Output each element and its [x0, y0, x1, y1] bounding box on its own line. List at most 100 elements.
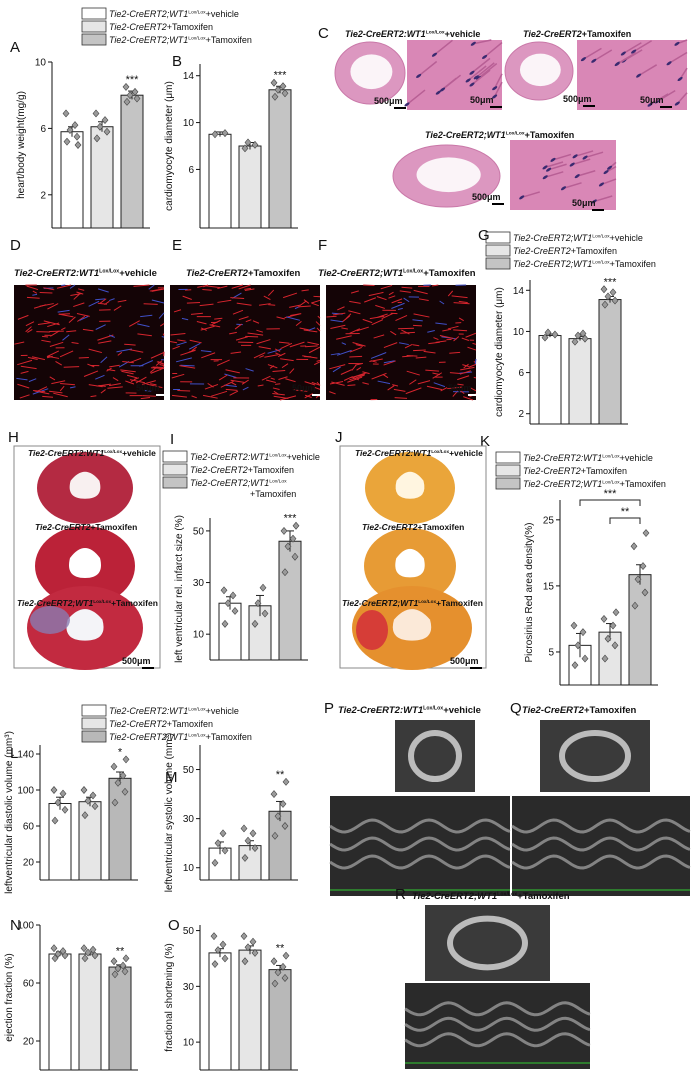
membrane [329, 364, 346, 370]
membrane [304, 393, 313, 399]
echo-trace [511, 836, 691, 852]
panel-letter: K [480, 433, 490, 450]
nucleus [647, 102, 653, 107]
data-point [254, 599, 262, 608]
bracket [579, 499, 641, 506]
membrane [124, 343, 136, 346]
genotype: Tie2-CreERT2 [362, 522, 418, 532]
y-tick-label: 25 [543, 515, 555, 526]
data-point [639, 562, 647, 571]
membrane [316, 381, 321, 386]
fiber [584, 151, 604, 159]
membrane [289, 341, 305, 348]
membrane [412, 344, 420, 347]
genotype: Tie2-CreERT2;WT1 [523, 479, 602, 489]
data-point [59, 947, 67, 956]
treatment: +vehicle [449, 448, 483, 458]
membrane [95, 374, 105, 380]
data-point [251, 844, 259, 853]
bar [108, 966, 132, 1071]
membrane [332, 366, 341, 373]
membrane [108, 298, 115, 302]
membrane [59, 385, 65, 392]
y-tick-label: 6 [518, 368, 524, 379]
membrane [173, 309, 182, 313]
membrane [356, 367, 362, 371]
data-point [51, 816, 59, 825]
data-point [612, 608, 620, 617]
data-point [110, 762, 118, 771]
membrane [190, 312, 203, 315]
significance: ** [276, 943, 285, 955]
error-bar [256, 594, 264, 617]
echo-trace [329, 854, 511, 870]
data-point [574, 331, 582, 340]
scale-label: 50μm [572, 198, 596, 208]
membrane [245, 319, 252, 323]
data-point [271, 979, 279, 988]
membrane [317, 315, 321, 319]
membrane [96, 383, 111, 387]
membrane [244, 288, 255, 291]
nucleus [416, 73, 422, 78]
treatment: +vehicle [287, 452, 320, 462]
membrane [261, 375, 271, 381]
nucleus [560, 186, 567, 191]
membrane [303, 299, 310, 304]
genotype-label: Tie2-CreERT2:WT1Lox/Lox+vehicle [28, 448, 156, 458]
membrane [158, 312, 165, 319]
y-axis-label: left ventricular rel. infarct size (%) [174, 515, 185, 663]
genotype-label: Tie2-CreERT2+Tamoxifen [190, 465, 294, 475]
membrane [98, 340, 112, 344]
membrane [214, 317, 223, 320]
y-tick-label: 50 [183, 926, 195, 937]
membrane [305, 345, 318, 348]
membrane [169, 341, 178, 344]
membrane [171, 373, 185, 379]
membrane [369, 358, 383, 362]
membrane [417, 380, 431, 385]
data-point [219, 940, 227, 949]
genotype-label: Tie2-CreERT2:WT1Lox/Lox+vehicle [190, 452, 320, 462]
data-point [601, 654, 609, 663]
fiber [434, 39, 453, 56]
membrane [308, 327, 316, 331]
genotype-label: Tie2-CreERT2+Tamoxifen [513, 246, 617, 256]
membrane [413, 349, 426, 352]
panel-letter: E [172, 237, 182, 254]
data-point [91, 951, 99, 960]
membrane [42, 335, 49, 338]
treatment: +Tamoxifen [206, 35, 252, 45]
panel-letter: D [10, 237, 21, 254]
data-point [279, 962, 287, 971]
data-point [600, 614, 608, 623]
scale-label: 500μm [374, 96, 403, 106]
membrane [231, 284, 243, 289]
membrane [209, 324, 221, 328]
membrane [121, 370, 134, 375]
nucleus [603, 170, 609, 175]
data-point [604, 292, 612, 301]
panel-letter: H [8, 429, 19, 446]
data-point [279, 82, 287, 91]
membrane [362, 318, 373, 324]
significance: ** [276, 769, 285, 781]
membrane [457, 375, 470, 381]
membrane [53, 392, 68, 398]
nucleus [591, 58, 597, 63]
membrane [276, 316, 285, 320]
membrane [28, 378, 37, 383]
membrane [336, 349, 352, 356]
membrane [242, 386, 249, 391]
membrane [330, 352, 340, 356]
membrane [350, 290, 359, 294]
data-point [292, 521, 300, 530]
y-tick-label: 30 [193, 578, 205, 589]
membrane [204, 383, 219, 390]
membrane [129, 320, 140, 327]
membrane [218, 374, 228, 381]
nucleus [580, 57, 587, 62]
membrane [307, 341, 320, 346]
membrane [230, 297, 245, 299]
data-point [249, 937, 257, 946]
